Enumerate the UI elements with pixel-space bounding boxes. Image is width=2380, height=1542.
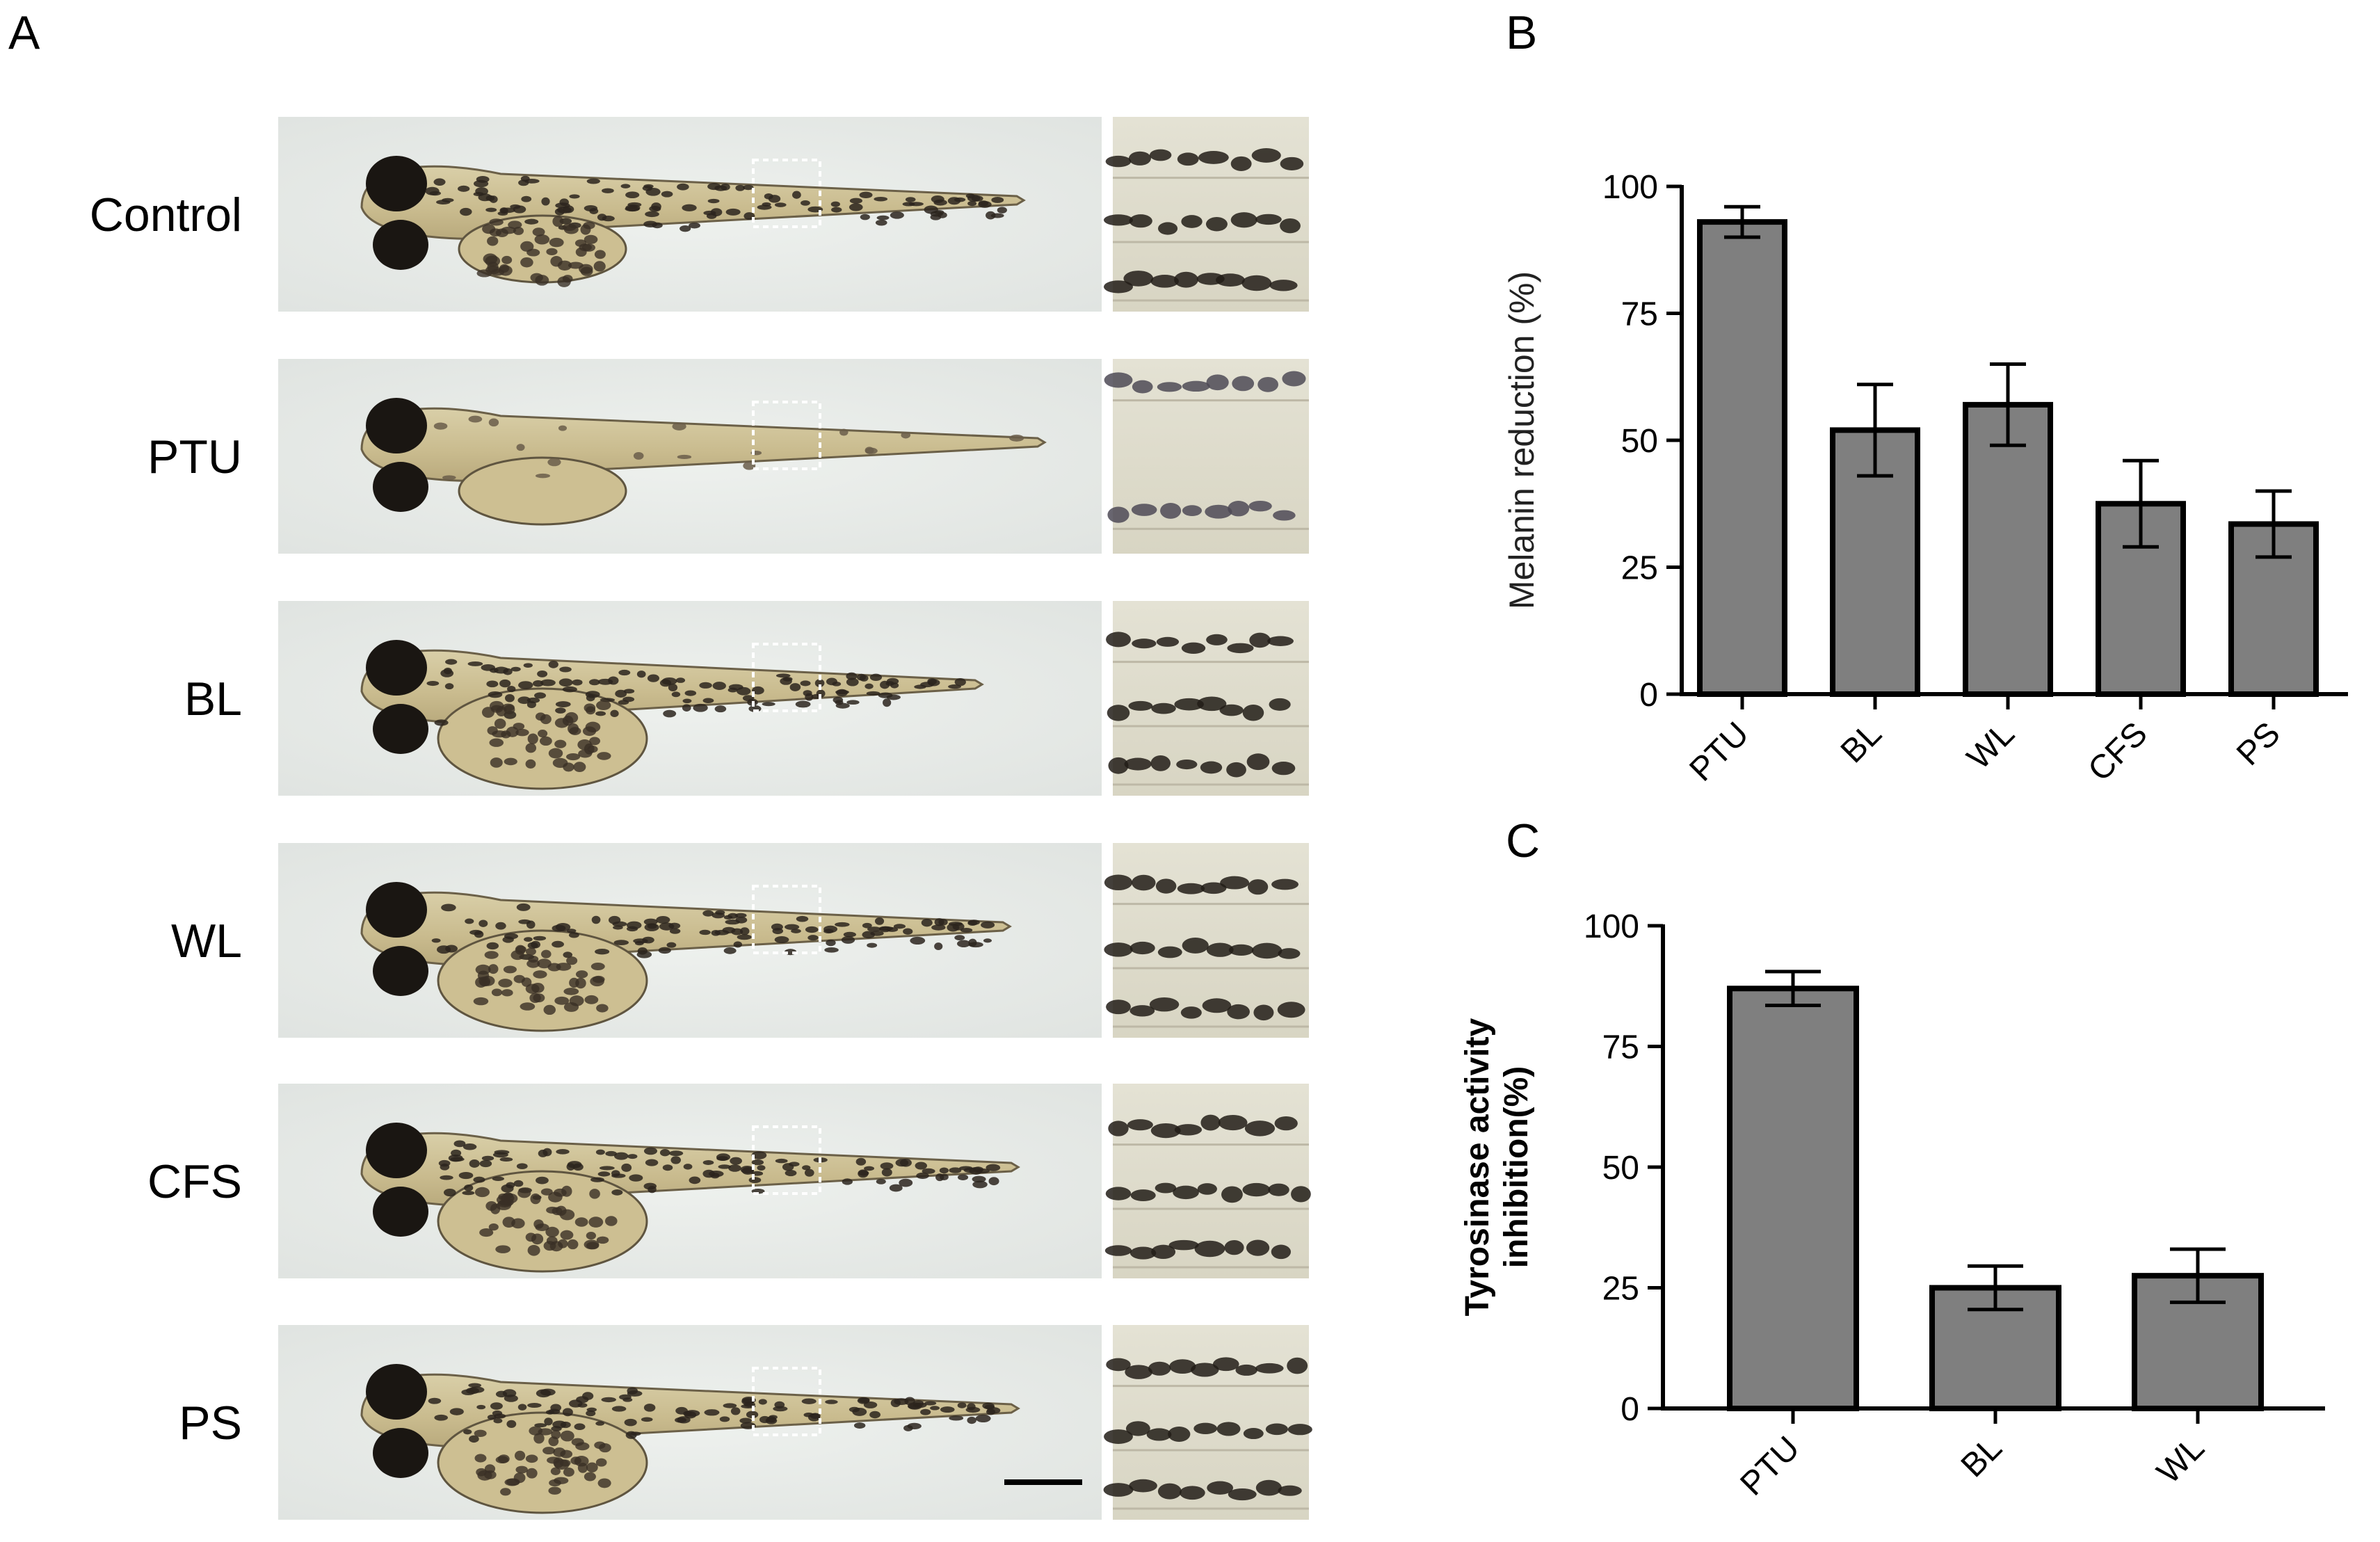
panel-a-letter: A <box>8 6 40 59</box>
y-tick-label: 100 <box>1584 908 1639 945</box>
x-tick-label: BL <box>1954 1429 2009 1484</box>
y-tick-label: 100 <box>1602 169 1658 206</box>
y-axis-label: Melanin reduction (%) <box>1502 271 1541 609</box>
image-row: PTU <box>147 359 1309 554</box>
image-row: PS <box>179 1325 1312 1520</box>
y-tick-label: 0 <box>1639 677 1658 714</box>
y-tick-label: 25 <box>1602 1271 1639 1308</box>
zebrafish-larva <box>360 156 1026 287</box>
panel-c-letter: C <box>1506 814 1540 867</box>
image-row: CFS <box>147 1084 1311 1278</box>
bar <box>1727 986 1859 1411</box>
zebrafish-image-panel: Control PTU BL WL CFS PS <box>90 117 1312 1520</box>
inset-marker <box>752 159 821 228</box>
image-row: Control <box>90 117 1309 312</box>
row-label: CFS <box>147 1155 242 1208</box>
scale-bar <box>1004 1479 1082 1485</box>
inset-marker <box>752 1125 821 1195</box>
y-axis-label: Tyrosinase activityinhibition(%) <box>1459 1018 1535 1316</box>
x-tick-label: WL <box>1960 715 2021 776</box>
row-label: PTU <box>147 431 242 483</box>
row-label: PS <box>179 1397 242 1449</box>
image-row: BL <box>184 601 1309 796</box>
inset-marker <box>752 885 821 954</box>
y-tick-label: 75 <box>1621 296 1658 333</box>
y-tick-label: 0 <box>1621 1391 1639 1428</box>
row-label: BL <box>184 673 242 725</box>
image-row: WL <box>171 843 1309 1038</box>
row-label: WL <box>171 915 242 967</box>
x-tick-label: BL <box>1834 715 1889 770</box>
panel-b-letter: B <box>1506 6 1537 59</box>
zebrafish-larva <box>360 882 1012 1032</box>
zebrafish-larva <box>360 640 984 790</box>
zebrafish-larva <box>360 398 1047 526</box>
x-tick-label: CFS <box>2081 715 2154 788</box>
zebrafish-larva <box>360 1364 1020 1514</box>
x-tick-label: PS <box>2230 715 2287 773</box>
x-tick-label: WL <box>2150 1429 2211 1491</box>
y-tick-label: 50 <box>1621 423 1658 460</box>
x-tick-label: PTU <box>1682 715 1755 788</box>
y-tick-label: 75 <box>1602 1029 1639 1066</box>
bar <box>1697 219 1787 698</box>
tyrosinase-inhibition-chart: 0 25 50 75 100 PTU BL WL Tyrosinase activityinhi… <box>1459 908 2325 1503</box>
row-label: Control <box>90 188 242 241</box>
y-tick-label: 25 <box>1621 550 1658 587</box>
y-tick-label: 50 <box>1602 1150 1639 1187</box>
inset-marker <box>752 643 821 712</box>
melanin-reduction-chart: 0 25 50 75 100 PTU BL WL CFS PS Melanin reduction … <box>1502 169 2348 789</box>
bar <box>1963 401 2053 698</box>
inset-marker <box>752 1367 821 1436</box>
x-tick-label: PTU <box>1733 1429 1806 1502</box>
zebrafish-larva <box>360 1123 1020 1273</box>
inset-marker <box>752 401 821 470</box>
